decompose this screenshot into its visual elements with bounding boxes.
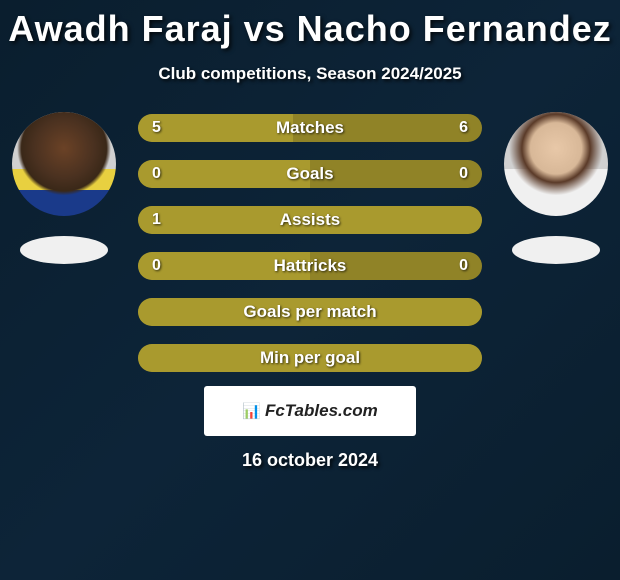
chart-icon: 📊 [242,402,261,420]
stat-row: 56Matches [138,114,482,142]
stat-label: Min per goal [138,344,482,372]
stat-label: Assists [138,206,482,234]
stat-row: 1Assists [138,206,482,234]
stat-label: Hattricks [138,252,482,280]
stat-label: Goals [138,160,482,188]
player-right-avatar [504,112,608,216]
player-right-club-logo [512,236,600,264]
page-title: Awadh Faraj vs Nacho Fernandez [8,0,612,50]
comparison-card: Awadh Faraj vs Nacho Fernandez Club comp… [0,0,620,471]
player-right-column [500,112,612,264]
stat-row: Min per goal [138,344,482,372]
player-left-column [8,112,120,264]
branding-label: FcTables.com [265,401,378,421]
stat-row: Goals per match [138,298,482,326]
stat-label: Matches [138,114,482,142]
stat-row: 00Goals [138,160,482,188]
stat-label: Goals per match [138,298,482,326]
stat-row: 00Hattricks [138,252,482,280]
date-line: 16 october 2024 [8,450,612,471]
subtitle: Club competitions, Season 2024/2025 [8,64,612,84]
main-area: 56Matches 00Goals 1Assists 00Hattricks Goals… [8,112,612,372]
avatar-placeholder-icon [12,112,116,216]
player-left-club-logo [20,236,108,264]
branding-box[interactable]: 📊 FcTables.com [204,386,416,436]
player-left-avatar [12,112,116,216]
avatar-placeholder-icon [504,112,608,216]
stats-column: 56Matches 00Goals 1Assists 00Hattricks Goals… [120,114,500,372]
